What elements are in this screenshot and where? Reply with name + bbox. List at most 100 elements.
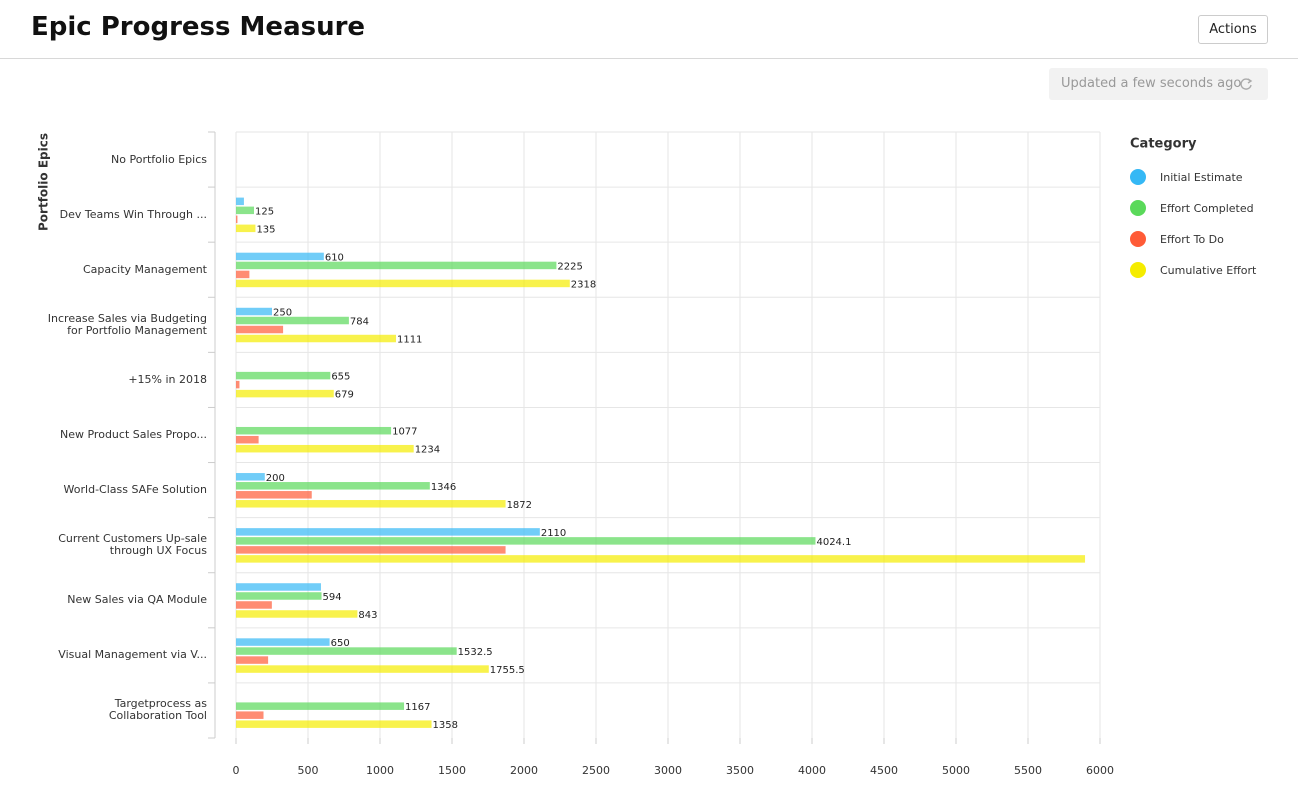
status-text: Updated a few seconds ago — [1061, 76, 1242, 91]
bar — [236, 711, 264, 719]
y-tick-label: +15% in 2018 — [128, 372, 207, 386]
bar — [236, 206, 254, 215]
bar — [236, 279, 570, 288]
x-tick-label: 2500 — [582, 764, 610, 777]
data-label: 1532.5 — [458, 647, 493, 658]
legend-marker — [1130, 262, 1146, 278]
x-tick-label: 3000 — [654, 764, 682, 777]
data-label: 4024.1 — [816, 537, 851, 548]
y-tick-label: No Portfolio Epics — [111, 152, 207, 166]
legend-marker — [1130, 231, 1146, 247]
bar — [236, 546, 506, 554]
data-label: 1167 — [405, 702, 430, 713]
actions-button[interactable]: Actions — [1198, 15, 1268, 44]
x-tick-label: 5000 — [942, 764, 970, 777]
bar — [236, 555, 1086, 563]
bar — [236, 491, 312, 499]
bar — [236, 500, 506, 508]
x-tick-label: 4000 — [798, 764, 826, 777]
legend-marker — [1130, 200, 1146, 216]
data-label: 1111 — [397, 335, 422, 346]
data-label: 1234 — [415, 445, 440, 456]
data-label: 135 — [256, 224, 275, 235]
bar — [236, 334, 396, 343]
bar — [236, 307, 272, 316]
x-tick-label: 6000 — [1086, 764, 1114, 777]
x-tick-label: 0 — [233, 764, 240, 777]
x-tick-label: 2000 — [510, 764, 538, 777]
bar — [236, 638, 330, 646]
y-tick-label: Targetprocess as Collaboration Tool — [108, 697, 207, 723]
bar — [236, 224, 256, 233]
bar — [236, 435, 259, 444]
data-label: 650 — [331, 638, 350, 649]
bar — [236, 647, 457, 655]
page-title: Epic Progress Measure — [31, 12, 366, 42]
data-label: 594 — [323, 592, 342, 603]
y-tick-label: Dev Teams Win Through ... — [59, 207, 207, 221]
status-box[interactable]: Updated a few seconds ago — [1049, 68, 1268, 100]
bar — [236, 482, 430, 490]
bar — [236, 389, 334, 398]
data-label: 843 — [358, 610, 377, 621]
bar — [236, 528, 540, 536]
bar — [236, 656, 269, 664]
bar — [236, 665, 489, 673]
data-label: 1077 — [392, 427, 417, 438]
data-label: 679 — [335, 390, 354, 401]
data-label: 1358 — [433, 720, 458, 731]
bar — [236, 316, 349, 325]
data-label: 610 — [325, 252, 344, 263]
y-tick-label: New Sales via QA Module — [67, 593, 207, 607]
y-tick-label: New Product Sales Propo... — [60, 428, 207, 441]
bar — [236, 601, 272, 609]
data-label: 200 — [266, 473, 285, 484]
data-label: 250 — [273, 308, 292, 319]
data-label: 2318 — [571, 279, 596, 290]
data-label: 2225 — [557, 261, 582, 272]
bar — [236, 444, 414, 453]
bar — [236, 537, 816, 545]
x-tick-label: 1500 — [438, 764, 466, 777]
x-tick-label: 1000 — [366, 764, 394, 777]
legend-title: Category — [1130, 137, 1197, 152]
bar — [236, 583, 321, 591]
legend-label: Effort To Do — [1160, 233, 1224, 246]
bar — [236, 720, 432, 728]
y-tick-label: World-Class SAFe Solution — [63, 483, 207, 497]
legend-marker — [1130, 169, 1146, 185]
bar — [236, 610, 358, 618]
bar — [236, 702, 405, 710]
bar — [236, 261, 557, 270]
legend-label: Effort Completed — [1160, 202, 1254, 215]
bar — [236, 592, 322, 600]
bar — [236, 252, 324, 261]
data-label: 2110 — [541, 528, 566, 539]
bar — [236, 473, 265, 481]
x-tick-label: 5500 — [1014, 764, 1042, 777]
bar — [236, 215, 238, 224]
data-label: 1755.5 — [490, 665, 525, 676]
bar — [236, 197, 244, 206]
bar — [236, 371, 331, 380]
data-label: 1346 — [431, 482, 456, 493]
data-label: 125 — [255, 206, 274, 217]
x-tick-label: 500 — [298, 764, 319, 777]
data-label: 784 — [350, 317, 369, 328]
data-label: 655 — [331, 372, 350, 383]
y-tick-label: Current Customers Up-sale through UX Foc… — [58, 532, 207, 558]
refresh-icon[interactable] — [1239, 77, 1253, 91]
data-label: 1872 — [507, 500, 532, 511]
x-tick-label: 4500 — [870, 764, 898, 777]
x-tick-label: 3500 — [726, 764, 754, 777]
legend-label: Cumulative Effort — [1160, 264, 1257, 277]
bar — [236, 380, 240, 389]
y-tick-label: Capacity Management — [82, 262, 207, 276]
bar — [236, 270, 250, 279]
bar — [236, 325, 284, 334]
legend-label: Initial Estimate — [1160, 171, 1243, 184]
y-tick-label: Visual Management via V... — [58, 648, 207, 662]
y-tick-label: Increase Sales via Budgeting for Portfol… — [47, 311, 207, 337]
